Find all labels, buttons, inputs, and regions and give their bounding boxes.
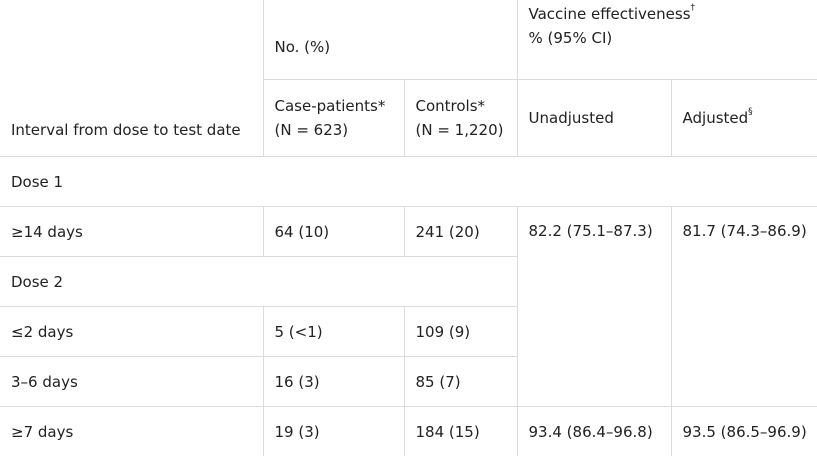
header-case-label: Case-patients* xyxy=(275,97,386,115)
cell-cases: 64 (10) xyxy=(263,207,404,257)
header-case-patients: Case-patients* (N = 623) xyxy=(263,80,404,157)
cell-unadjusted: 82.2 (75.1–87.3) xyxy=(517,207,671,407)
header-controls-n: (N = 1,220) xyxy=(416,121,504,139)
header-unadjusted: Unadjusted xyxy=(517,80,671,157)
cell-adjusted: 93.5 (86.5–96.9) xyxy=(671,407,817,456)
cell-cases: 5 (<1) xyxy=(263,307,404,357)
header-adjusted: Adjusted§ xyxy=(671,80,817,157)
cell-controls: 241 (20) xyxy=(404,207,517,257)
header-no-pct-label: No. (%) xyxy=(275,38,331,56)
cell-controls: 109 (9) xyxy=(404,307,517,357)
section-dose-2-label: Dose 2 xyxy=(11,273,63,291)
footnote-dagger: † xyxy=(691,3,696,13)
header-ve-ci-label: % (95% CI) xyxy=(529,29,613,47)
cell-interval: ≥14 days xyxy=(0,207,263,257)
cell-unadjusted: 93.4 (86.4–96.8) xyxy=(517,407,671,456)
cell-interval: 3–6 days xyxy=(0,357,263,407)
header-no-pct: No. (%) xyxy=(263,0,517,80)
cell-interval: ≥7 days xyxy=(0,407,263,456)
header-case-n: (N = 623) xyxy=(275,121,349,139)
cell-adjusted-value: 81.7 (74.3–86.9) xyxy=(683,222,807,240)
cell-unadjusted-value: 82.2 (75.1–87.3) xyxy=(529,222,653,240)
section-dose-1-label: Dose 1 xyxy=(11,173,63,191)
cell-adjusted: 81.7 (74.3–86.9) xyxy=(671,207,817,407)
header-vaccine-effectiveness: Vaccine effectiveness† % (95% CI) xyxy=(517,0,817,80)
cell-interval: ≤2 days xyxy=(0,307,263,357)
cell-controls: 85 (7) xyxy=(404,357,517,407)
table-row: ≥7 days 19 (3) 184 (15) 93.4 (86.4–96.8)… xyxy=(0,407,817,456)
cell-cases: 19 (3) xyxy=(263,407,404,456)
header-unadjusted-label: Unadjusted xyxy=(529,109,614,127)
header-controls: Controls* (N = 1,220) xyxy=(404,80,517,157)
header-controls-label: Controls* xyxy=(416,97,486,115)
header-interval-label: Interval from dose to test date xyxy=(11,121,241,139)
cell-controls: 184 (15) xyxy=(404,407,517,456)
header-adjusted-label: Adjusted xyxy=(683,109,749,127)
header-ve-label: Vaccine effectiveness xyxy=(529,5,691,23)
section-dose-2: Dose 2 xyxy=(0,257,517,307)
section-dose-1: Dose 1 xyxy=(0,157,817,207)
cell-cases: 16 (3) xyxy=(263,357,404,407)
header-interval: Interval from dose to test date xyxy=(0,0,263,157)
table-row: ≥14 days 64 (10) 241 (20) 82.2 (75.1–87.… xyxy=(0,207,817,257)
footnote-section: § xyxy=(748,107,753,117)
